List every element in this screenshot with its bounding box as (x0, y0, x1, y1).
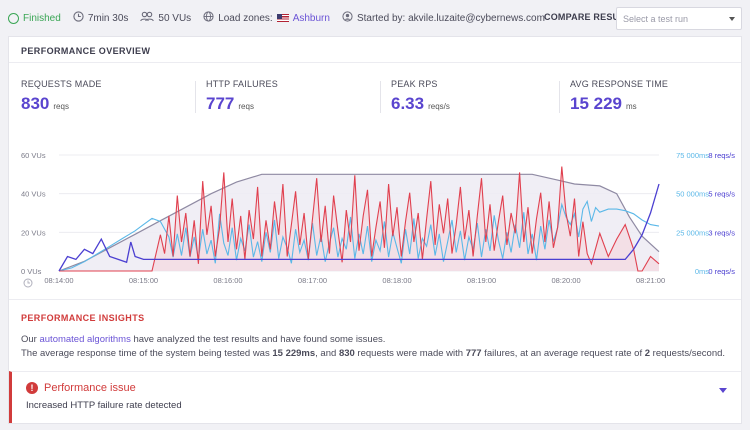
issue-title: Performance issue (44, 382, 136, 394)
insights-summary-line: Our automated algorithms have analyzed t… (21, 334, 385, 345)
issue-header: ! Performance issue (26, 382, 136, 394)
status-circle-icon (8, 12, 19, 24)
x-tick-label: 08:21:00 (636, 276, 665, 285)
performance-chart[interactable]: 0 VUs 0ms 0 reqs/s 20 VUs 25 000ms 3 reqs/s 40… (9, 145, 741, 290)
text: Our (21, 334, 40, 345)
y-tick-label-rps: 8 reqs/s (708, 151, 735, 160)
x-tick-label: 08:18:00 (382, 276, 411, 285)
stat-value: 830 (21, 94, 50, 113)
section-divider (9, 299, 741, 300)
started-by-label: Started by: akvile.luzaite@cybernews.com (356, 12, 545, 24)
failures-line (59, 166, 660, 272)
expand-chevron-icon[interactable] (719, 388, 727, 393)
us-flag-icon (276, 14, 289, 22)
stat-requests-made: REQUESTS MADE 830 reqs (21, 79, 102, 117)
stat-unit: reqs (53, 102, 69, 111)
stat-unit: reqs/s (428, 102, 450, 111)
text: The average response time of the system … (21, 348, 273, 359)
performance-issue-card[interactable]: ! Performance issue Increased HTTP failu… (9, 371, 741, 423)
stat-label: REQUESTS MADE (21, 79, 102, 89)
results-panel: PERFORMANCE OVERVIEW REQUESTS MADE 830 re… (8, 36, 742, 424)
y-tick-label-vus: 20 VUs (21, 228, 46, 237)
stat-avg-response-time: AVG RESPONSE TIME 15 229 ms (570, 79, 668, 117)
stat-peak-rps: PEAK RPS 6.33 reqs/s (391, 79, 450, 117)
text: failures, at an average request rate of (481, 348, 645, 359)
timeline-clock-icon (23, 278, 33, 288)
failures-value: 777 (465, 348, 482, 359)
x-tick-label: 08:15:00 (129, 276, 158, 285)
section-divider (9, 62, 741, 63)
stat-value: 15 229 (570, 94, 622, 113)
avg-response-value: 15 229ms (272, 348, 316, 359)
y-tick-label-ms: 75 000ms (676, 151, 709, 160)
virtual-users: 50 VUs (140, 11, 191, 25)
status-label: Finished (23, 12, 61, 24)
user-icon (342, 11, 353, 25)
alert-icon: ! (26, 382, 38, 394)
vus-line (58, 173, 660, 272)
x-tick-label: 08:20:00 (551, 276, 580, 285)
y-tick-label-vus: 40 VUs (21, 190, 46, 199)
compare-test-run-select[interactable]: Select a test run (616, 7, 742, 30)
chevron-down-icon (729, 17, 735, 21)
stat-divider (380, 81, 381, 113)
duration-label: 7min 30s (87, 12, 129, 24)
y-tick-label-vus: 60 VUs (21, 151, 46, 160)
stat-unit: ms (626, 102, 637, 111)
rate-value: 2 (644, 348, 651, 359)
x-tick-label: 08:17:00 (298, 276, 327, 285)
compare-result-label: COMPARE RESULT (544, 12, 630, 22)
y-tick-label-ms: 0ms (695, 267, 709, 276)
text: requests/second. (650, 348, 726, 359)
y-tick-label-rps: 5 reqs/s (708, 190, 735, 199)
rps-line (58, 183, 660, 272)
y-tick-label-vus: 0 VUs (21, 267, 42, 276)
clock-icon (73, 11, 84, 25)
vus-label: 50 VUs (158, 12, 192, 24)
stat-divider (559, 81, 560, 113)
stat-label: HTTP FAILURES (206, 79, 278, 89)
stat-unit: reqs (238, 102, 254, 111)
text: have analyzed the test results and have … (130, 334, 386, 345)
stat-label: AVG RESPONSE TIME (570, 79, 669, 89)
load-zones: Load zones: Ashburn (203, 11, 330, 25)
text: , and (315, 348, 339, 359)
stat-http-failures: HTTP FAILURES 777 reqs (206, 79, 278, 117)
insights-detail-line: The average response time of the system … (21, 348, 725, 359)
x-tick-label: 08:19:00 (467, 276, 496, 285)
x-tick-label: 08:14:00 (44, 276, 73, 285)
y-tick-label-ms: 25 000ms (676, 228, 709, 237)
duration: 7min 30s (73, 11, 129, 25)
stat-value: 6.33 (391, 94, 425, 113)
requests-value: 830 (338, 348, 355, 359)
stat-value: 777 (206, 94, 235, 113)
performance-insights-title: PERFORMANCE INSIGHTS (21, 313, 145, 323)
text: requests were made with (354, 348, 466, 359)
y-tick-label-rps: 0 reqs/s (708, 267, 735, 276)
users-icon (140, 11, 155, 25)
issue-description: Increased HTTP failure rate detected (26, 400, 182, 411)
globe-icon (203, 11, 214, 25)
stat-divider (195, 81, 196, 113)
load-zone-link[interactable]: Ashburn (292, 12, 330, 24)
load-zones-label: Load zones: (218, 12, 273, 24)
status-finished: Finished (8, 12, 61, 24)
response-time-line (58, 199, 660, 272)
stat-label: PEAK RPS (391, 79, 438, 89)
y-tick-label-ms: 50 000ms (676, 190, 709, 199)
automated-algorithms-link[interactable]: automated algorithms (39, 334, 131, 345)
select-placeholder: Select a test run (623, 14, 689, 24)
x-tick-label: 08:16:00 (213, 276, 242, 285)
started-by: Started by: akvile.luzaite@cybernews.com (342, 11, 545, 25)
y-tick-label-rps: 3 reqs/s (708, 228, 735, 237)
performance-overview-title: PERFORMANCE OVERVIEW (21, 46, 151, 56)
